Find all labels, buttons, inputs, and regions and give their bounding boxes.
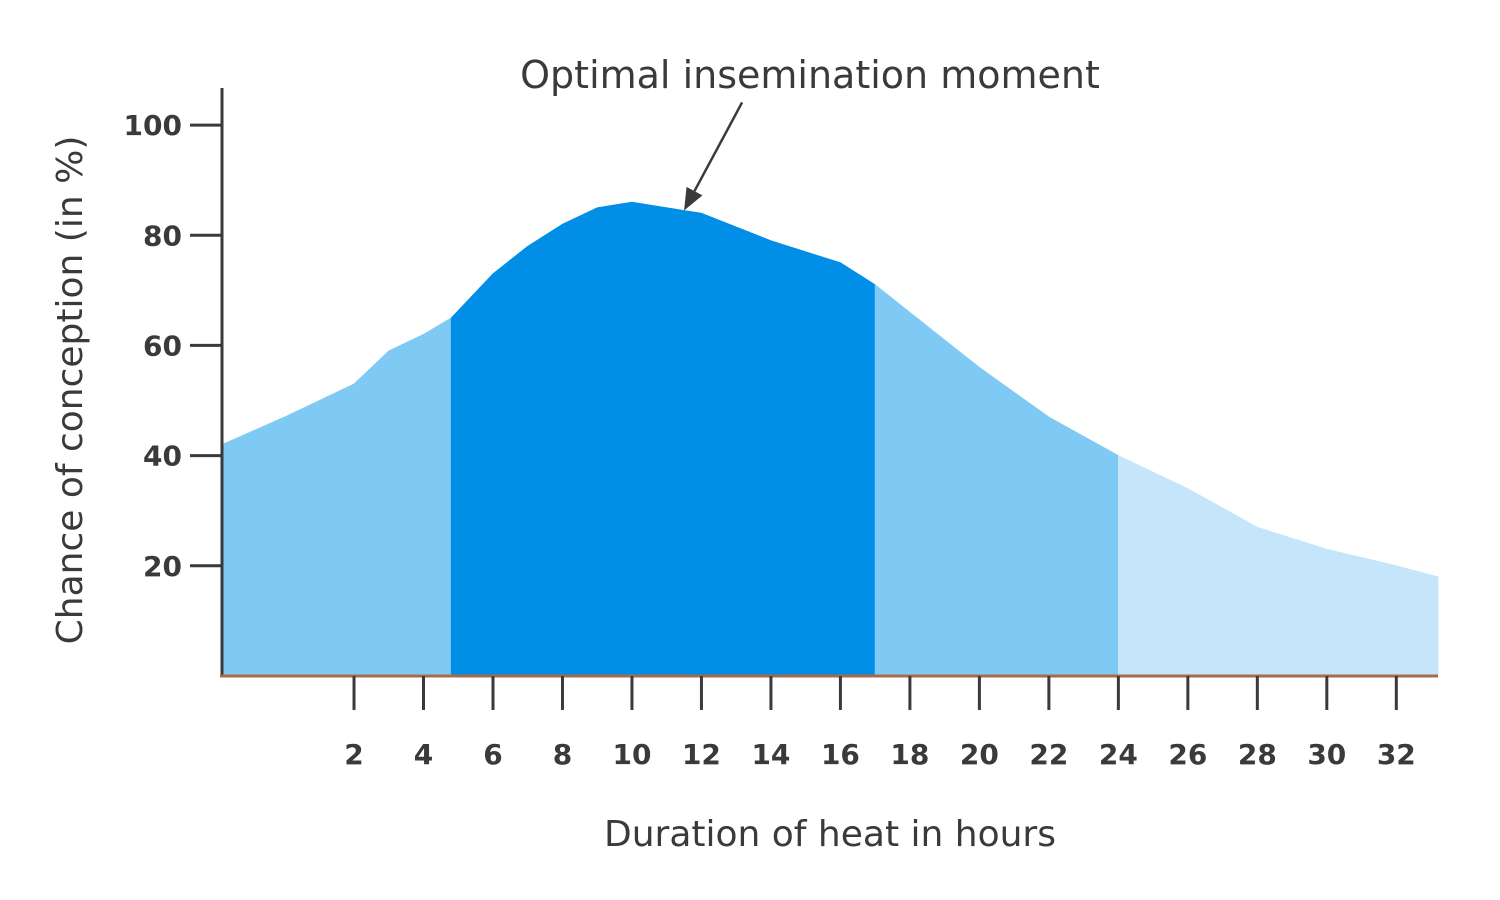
bands-layer: [221, 201, 1439, 677]
y-tick-label-100: 100: [124, 109, 182, 142]
x-tick-label-28: 28: [1238, 738, 1277, 771]
y-tick-label-60: 60: [143, 329, 182, 362]
x-tick-label-6: 6: [483, 738, 502, 771]
x-tick-label-8: 8: [553, 738, 572, 771]
x-axis-title: Duration of heat in hours: [604, 814, 1056, 855]
x-tick-label-30: 30: [1307, 738, 1346, 771]
area-band-3: [874, 284, 1119, 677]
x-tick-label-20: 20: [960, 738, 999, 771]
area-band-1: [221, 317, 452, 677]
y-tick-label-40: 40: [143, 440, 182, 473]
x-tick-label-10: 10: [612, 738, 651, 771]
x-tick-label-2: 2: [344, 738, 363, 771]
x-tick-label-14: 14: [751, 738, 790, 771]
area-band-2: [450, 201, 876, 677]
x-tick-label-32: 32: [1377, 738, 1416, 771]
x-tick-label-16: 16: [821, 738, 860, 771]
x-tick-label-12: 12: [682, 738, 721, 771]
x-tick-label-22: 22: [1029, 738, 1068, 771]
annotation-arrow-line: [693, 101, 744, 192]
area-band-4: [1117, 454, 1439, 677]
x-tick-label-4: 4: [414, 738, 433, 771]
x-tick-label-18: 18: [890, 738, 929, 771]
annotation-label: Optimal insemination moment: [520, 53, 1100, 97]
y-tick-label-20: 20: [143, 550, 182, 583]
annotation-layer: Optimal insemination moment: [520, 53, 1100, 211]
y-axis-title: Chance of conception (in %): [50, 136, 91, 645]
x-tick-label-24: 24: [1099, 738, 1138, 771]
annotation-arrow-head-icon: [684, 186, 703, 211]
x-tick-label-26: 26: [1168, 738, 1207, 771]
y-tick-label-80: 80: [143, 219, 182, 252]
